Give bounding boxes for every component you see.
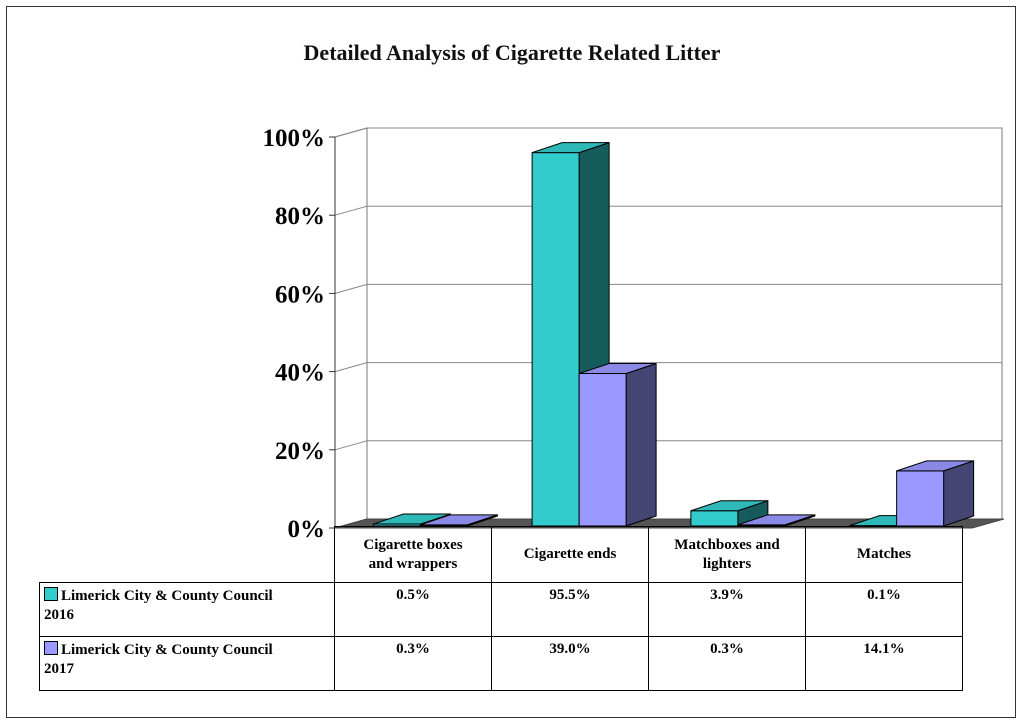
y-tick-label: 60% — [275, 281, 325, 308]
chart-title: Detailed Analysis of Cigarette Related L… — [303, 40, 721, 65]
legend-swatch — [44, 641, 58, 655]
data-label: 0.3% — [648, 636, 806, 691]
bar-top — [690, 500, 769, 512]
legend-entry-2016: Limerick City & County Council 2016 — [39, 582, 335, 637]
bar-top — [420, 514, 498, 526]
gridline-side — [334, 127, 368, 138]
data-label: 0.5% — [334, 582, 492, 637]
y-tick-label: 40% — [275, 360, 325, 387]
bar — [578, 373, 627, 527]
legend-label: Limerick City & County Council — [61, 588, 273, 604]
data-label: 3.9% — [648, 582, 806, 637]
legend-label: 2017 — [44, 661, 74, 677]
gridline-side — [334, 205, 368, 216]
data-label: 95.5% — [491, 582, 649, 637]
table-row: Limerick City & County Council 2016 0.5% … — [39, 582, 963, 637]
bar — [896, 470, 945, 527]
legend-swatch — [44, 587, 58, 601]
data-label: 0.1% — [805, 582, 963, 637]
category-line: lighters — [702, 555, 752, 572]
y-tick-label: 80% — [275, 203, 325, 230]
category-line: Matchboxes and — [674, 536, 780, 553]
gridline-side — [334, 440, 368, 451]
category-header: Matchboxes and lighters — [648, 526, 806, 583]
y-tick-label: 100% — [263, 125, 326, 152]
bar — [690, 510, 739, 527]
legend-label: Limerick City & County Council — [61, 642, 273, 658]
category-header-row: Cigarette boxes and wrappers Cigarette en… — [39, 526, 963, 583]
bar-top — [578, 363, 657, 375]
legend-label: 2016 — [44, 607, 74, 623]
bar-side — [625, 362, 657, 527]
legend-entry-2017: Limerick City & County Council 2017 — [39, 636, 335, 691]
category-header: Cigarette boxes and wrappers — [334, 526, 492, 583]
bar-top — [531, 142, 610, 154]
category-line: Matches — [856, 546, 912, 562]
category-line: and wrappers — [368, 555, 458, 572]
data-label: 14.1% — [805, 636, 963, 691]
plot-back-wall — [366, 127, 1003, 520]
table-row: Limerick City & County Council 2017 0.3% … — [39, 636, 963, 691]
category-header: Matches — [805, 526, 963, 583]
y-tick-label: 20% — [275, 438, 325, 465]
bar-top — [896, 460, 974, 472]
gridline-side — [334, 283, 368, 294]
bar-side — [943, 460, 975, 527]
plot-side-wall — [334, 127, 368, 529]
table-corner — [39, 526, 335, 583]
bar-top — [373, 513, 451, 525]
gridline-side — [334, 362, 368, 373]
data-label: 39.0% — [491, 636, 649, 691]
bar-top — [737, 514, 816, 526]
data-label: 0.3% — [334, 636, 492, 691]
category-header: Cigarette ends — [491, 526, 649, 583]
bar — [531, 152, 580, 527]
category-line: Cigarette boxes — [363, 536, 463, 553]
data-table: Cigarette boxes and wrappers Cigarette en… — [39, 526, 963, 691]
category-line: Cigarette ends — [523, 546, 617, 562]
